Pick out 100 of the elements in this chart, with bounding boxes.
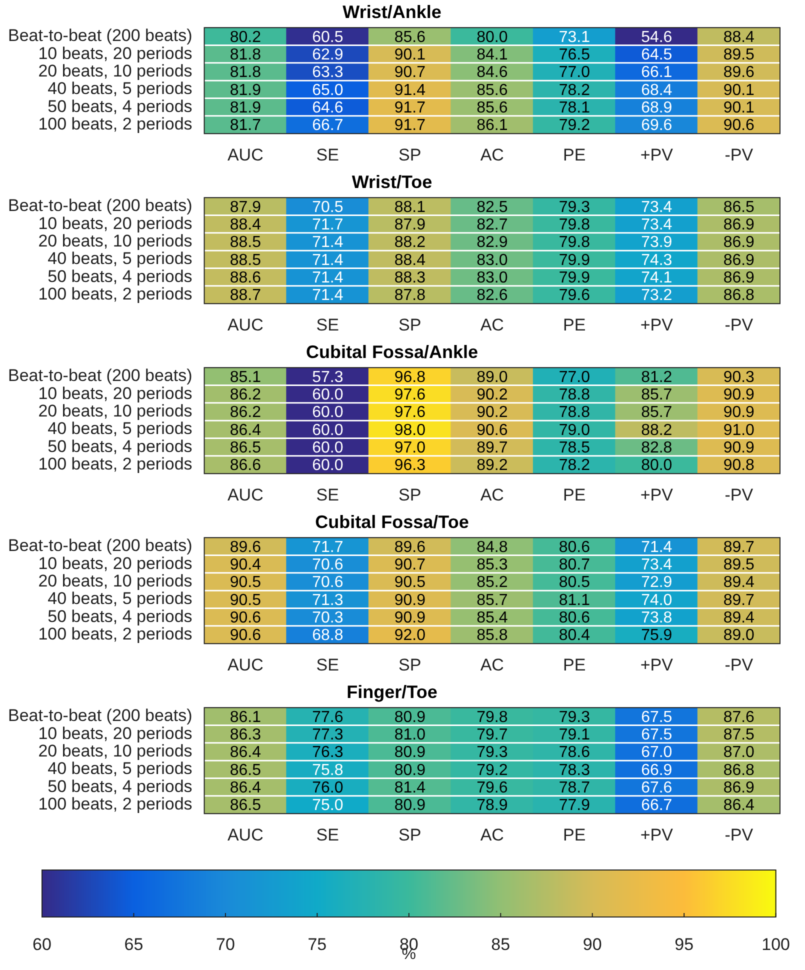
data-label: 71.4	[312, 234, 344, 252]
data-label: 77.9	[558, 797, 590, 814]
y-tick-label: 10 beats, 20 periods	[38, 554, 192, 573]
data-label: 62.9	[312, 46, 344, 64]
data-label: 87.6	[723, 708, 755, 726]
y-tick-label: 100 beats, 2 periods	[38, 284, 192, 304]
data-label: 90.9	[394, 610, 426, 627]
data-label: 89.7	[723, 592, 755, 609]
data-label: 71.4	[312, 270, 344, 287]
data-label: 60.0	[312, 422, 344, 439]
data-label: 92.0	[394, 627, 426, 644]
x-tick-label: -PV	[724, 655, 754, 674]
data-label: 90.5	[230, 574, 262, 592]
y-tick-label: 20 beats, 10 periods	[38, 61, 192, 80]
x-tick-label: AC	[480, 655, 504, 674]
data-label: 78.8	[558, 386, 590, 404]
data-label: 88.3	[394, 270, 426, 287]
data-label: 87.5	[723, 726, 755, 744]
y-tick-label: 100 beats, 2 periods	[38, 624, 192, 644]
data-label: 81.9	[230, 82, 262, 99]
x-tick-label: AC	[480, 145, 504, 164]
data-label: 90.5	[230, 592, 262, 609]
data-label: 85.1	[230, 368, 262, 386]
x-tick-label: SP	[398, 485, 422, 504]
data-label: 86.9	[723, 252, 755, 269]
data-label: 89.0	[723, 627, 755, 644]
x-tick-label: +PV	[640, 315, 674, 334]
data-label: 60.0	[312, 457, 344, 474]
color-bar-label: 90	[582, 934, 602, 954]
data-label: 87.8	[394, 287, 426, 304]
y-tick-label: 20 beats, 10 periods	[38, 741, 192, 760]
data-label: 80.9	[394, 797, 426, 814]
data-label: 60.5	[312, 28, 344, 46]
x-tick-label: PE	[563, 145, 586, 164]
data-label: 90.6	[723, 117, 755, 134]
data-label: 63.3	[312, 64, 344, 82]
data-label: 91.0	[723, 422, 755, 439]
data-label: 80.2	[230, 28, 262, 46]
data-label: 79.6	[558, 287, 590, 304]
data-label: 66.7	[641, 797, 672, 814]
data-label: 88.5	[230, 234, 262, 252]
data-label: 85.4	[476, 610, 508, 627]
data-label: 86.4	[723, 797, 755, 814]
x-tick-label: AUC	[227, 145, 264, 164]
data-label: 67.5	[641, 708, 672, 726]
x-tick-label: +PV	[640, 485, 674, 504]
data-label: 79.6	[476, 780, 508, 797]
y-tick-label: 10 beats, 20 periods	[38, 44, 192, 63]
data-label: 86.2	[230, 386, 262, 404]
data-label: 86.4	[230, 744, 262, 762]
data-label: 84.8	[476, 538, 508, 556]
data-label: 57.3	[312, 368, 344, 386]
data-label: 74.0	[641, 592, 672, 609]
data-label: 89.6	[230, 538, 262, 556]
data-label: 60.0	[312, 440, 344, 457]
data-label: 91.4	[394, 82, 426, 99]
data-label: 79.8	[558, 234, 590, 252]
data-label: 96.8	[394, 368, 426, 386]
data-label: 83.0	[476, 252, 508, 269]
data-label: 78.5	[558, 440, 590, 457]
data-label: 89.7	[723, 538, 755, 556]
data-label: 87.0	[723, 744, 755, 762]
data-label: 80.7	[558, 556, 590, 574]
data-label: 86.9	[723, 216, 755, 234]
x-tick-label: PE	[563, 485, 586, 504]
data-label: 86.4	[230, 780, 262, 797]
data-label: 70.6	[312, 574, 344, 592]
data-label: 81.8	[230, 46, 262, 64]
data-label: 68.9	[641, 100, 672, 117]
data-label: 90.9	[723, 404, 755, 422]
color-bar-label: 100	[762, 934, 790, 954]
data-label: 86.5	[230, 440, 262, 457]
data-label: 70.5	[312, 198, 344, 216]
data-label: 72.9	[641, 574, 672, 592]
x-tick-label: AC	[480, 315, 504, 334]
data-label: 68.4	[641, 82, 672, 99]
color-bar-label: 70	[216, 934, 235, 954]
data-label: 87.9	[394, 216, 426, 234]
data-label: 65.0	[312, 82, 344, 99]
data-label: 86.8	[723, 762, 755, 779]
data-label: 97.6	[394, 386, 426, 404]
data-label: 82.8	[641, 440, 672, 457]
data-label: 88.6	[230, 270, 262, 287]
data-label: 86.3	[230, 726, 262, 744]
x-tick-label: SP	[398, 315, 422, 334]
data-label: 64.5	[641, 46, 672, 64]
data-label: 86.5	[230, 797, 262, 814]
data-label: 82.7	[476, 216, 508, 234]
data-label: 73.1	[558, 28, 590, 46]
data-label: 80.4	[558, 627, 590, 644]
data-label: 79.7	[476, 726, 508, 744]
data-label: 89.4	[723, 574, 755, 592]
data-label: 90.9	[394, 592, 426, 609]
data-label: 89.5	[723, 46, 755, 64]
data-label: 75.9	[641, 627, 672, 644]
data-label: 80.6	[558, 610, 590, 627]
data-label: 73.2	[641, 287, 672, 304]
data-label: 86.5	[230, 762, 262, 779]
data-label: 88.1	[394, 198, 426, 216]
data-label: 90.6	[230, 627, 262, 644]
